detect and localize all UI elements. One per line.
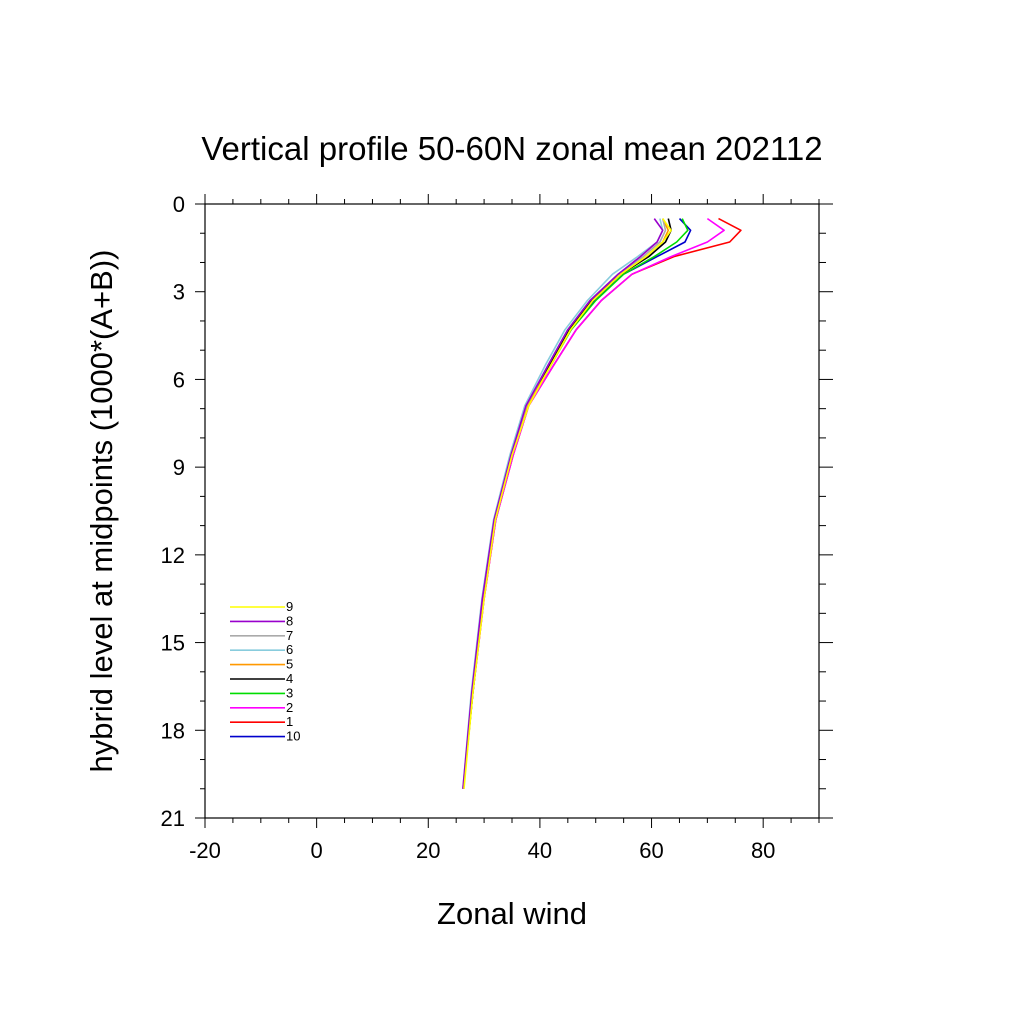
series-line-9 <box>463 218 672 789</box>
axis-ticks <box>195 194 833 828</box>
series-line-7 <box>462 218 667 789</box>
x-tick-label: 20 <box>416 838 440 863</box>
series-group <box>462 217 742 789</box>
series-line-4 <box>462 218 672 789</box>
x-axis-label: Zonal wind <box>437 896 587 931</box>
plot-frame <box>204 203 820 819</box>
y-axis-label: hybrid level at midpoints (1000*(A+B)) <box>84 250 119 773</box>
legend-label-3: 3 <box>286 685 293 700</box>
series-line-8 <box>462 218 664 789</box>
y-tick-label: 6 <box>173 367 185 392</box>
y-tick-label: 18 <box>161 718 185 743</box>
legend-label-8: 8 <box>286 613 293 628</box>
legend-label-6: 6 <box>286 642 293 657</box>
y-tick-label: 12 <box>161 543 185 568</box>
legend-label-1: 1 <box>286 714 293 729</box>
y-tick-label: 3 <box>173 280 185 305</box>
legend-label-10: 10 <box>286 729 300 744</box>
x-tick-label: 0 <box>311 838 323 863</box>
y-tick-label: 15 <box>161 631 185 656</box>
x-tick-label: 40 <box>528 838 552 863</box>
x-tick-label: 60 <box>639 838 663 863</box>
legend-label-9: 9 <box>286 599 293 614</box>
series-line-2 <box>462 217 725 789</box>
legend-label-7: 7 <box>286 628 293 643</box>
y-tick-label: 9 <box>173 455 185 480</box>
legend-label-2: 2 <box>286 700 293 715</box>
series-line-6 <box>462 218 664 789</box>
x-tick-label: -20 <box>189 838 221 863</box>
series-line-5 <box>462 218 670 789</box>
x-tick-label: 80 <box>751 838 775 863</box>
y-tick-label: 21 <box>161 806 185 831</box>
legend-label-4: 4 <box>286 671 293 686</box>
y-tick-label: 0 <box>173 192 185 217</box>
legend-label-5: 5 <box>286 657 293 672</box>
chart-title: Vertical profile 50-60N zonal mean 20211… <box>201 130 822 167</box>
series-line-1 <box>462 217 742 789</box>
